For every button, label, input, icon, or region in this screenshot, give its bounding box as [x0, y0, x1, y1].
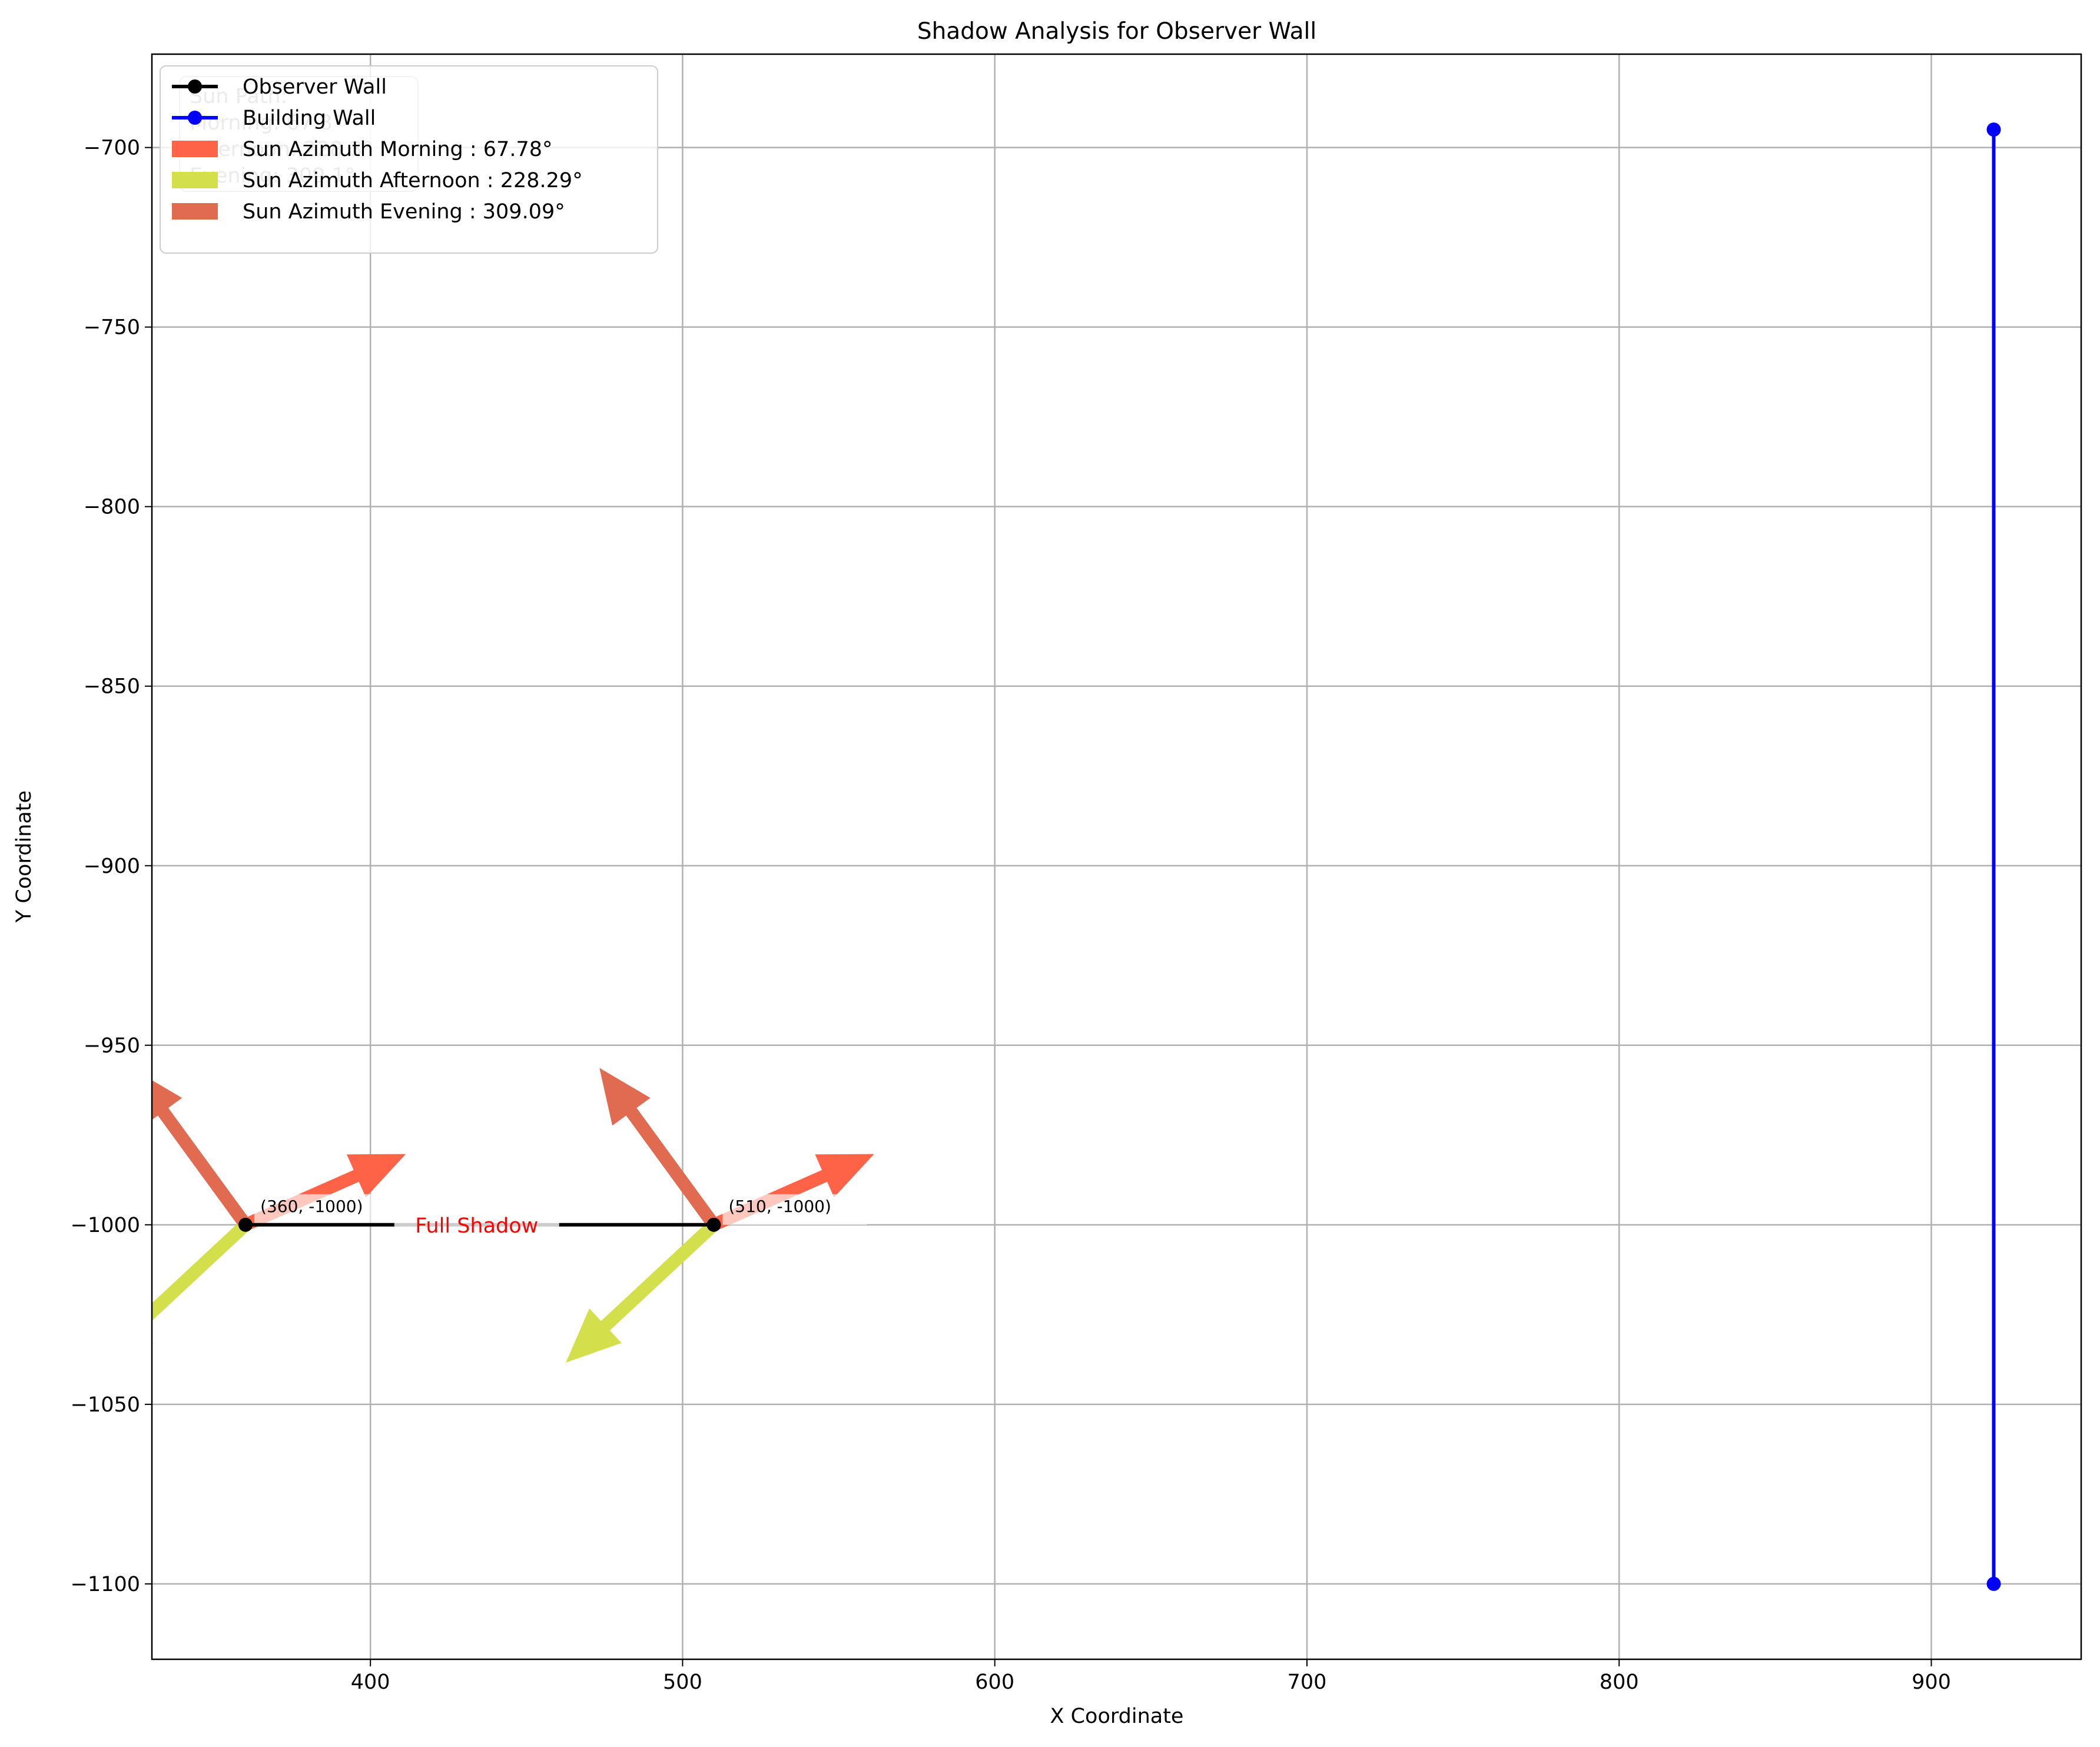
x-tick-label: 600: [975, 1670, 1014, 1694]
sun-direction-arrow: [152, 1080, 251, 1229]
sun-direction-arrow: [566, 1220, 718, 1363]
point-label: (510, -1000): [728, 1197, 831, 1216]
x-tick-label: 700: [1288, 1670, 1327, 1694]
wall-endpoint-marker: [238, 1217, 253, 1232]
wall-endpoint-marker: [1986, 122, 2001, 137]
legend-entry-label: Observer Wall: [243, 75, 387, 99]
x-tick-label: 800: [1600, 1670, 1639, 1694]
y-tick-label: −800: [84, 496, 140, 519]
y-tick-label: −1100: [71, 1573, 140, 1596]
legend-marker-swatch: [188, 111, 202, 125]
y-tick-label: −900: [84, 855, 140, 878]
chart-title: Shadow Analysis for Observer Wall: [917, 18, 1316, 45]
legend-patch-swatch: [172, 141, 218, 157]
x-axis-label: X Coordinate: [1050, 1705, 1184, 1728]
legend-entry-label: Sun Azimuth Evening : 309.09°: [243, 200, 565, 224]
legend-entry-label: Sun Azimuth Morning : 67.78°: [243, 138, 553, 161]
y-tick-label: −950: [84, 1034, 140, 1058]
label-background: [722, 1194, 867, 1225]
y-tick-label: −700: [84, 137, 140, 160]
label-background: [254, 1194, 399, 1225]
y-tick-label: −750: [84, 316, 140, 340]
wall-endpoint-marker: [706, 1217, 721, 1232]
y-axis-label: Y Coordinate: [12, 791, 36, 923]
legend-marker-swatch: [188, 79, 202, 94]
legend: Sun Path:Morning: 67.8°Afternoon: 228.3°…: [160, 65, 658, 254]
sun-direction-arrow: [152, 1220, 250, 1344]
legend-patch-swatch: [172, 203, 218, 220]
legend-patch-swatch: [172, 172, 218, 188]
x-tick-label: 500: [663, 1670, 702, 1694]
annotation-background: [394, 1210, 559, 1239]
x-tick-label: 900: [1912, 1670, 1951, 1694]
legend-entry-label: Building Wall: [243, 107, 376, 130]
y-tick-label: −1050: [71, 1393, 140, 1417]
sun-direction-arrow: [599, 1068, 719, 1229]
legend-box: Observer Wall Building Wall Sun Azimuth Mo…: [160, 65, 658, 254]
wall-endpoint-marker: [1986, 1576, 2001, 1591]
point-label: (360, -1000): [260, 1197, 363, 1216]
full-shadow-annotation: Full Shadow: [415, 1214, 538, 1238]
x-tick-label: 400: [351, 1670, 390, 1694]
legend-entry-label: Sun Azimuth Afternoon : 228.29°: [243, 169, 583, 192]
y-tick-label: −1000: [71, 1214, 140, 1237]
y-tick-label: −850: [84, 675, 140, 699]
